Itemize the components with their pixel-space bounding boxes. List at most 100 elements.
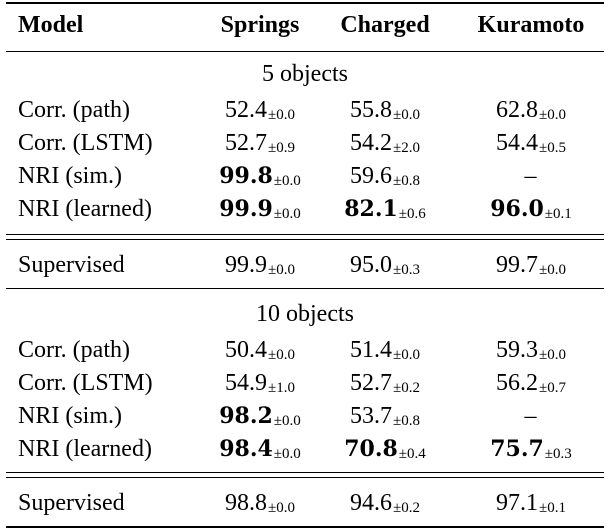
springs-cell-std: ±0.0	[273, 173, 301, 189]
kuramoto-cell: –	[466, 160, 596, 197]
kuramoto-cell-std: ±0.0	[539, 262, 566, 278]
springs-cell-std: ±0.0	[268, 262, 295, 278]
charged-cell: 59.6±0.8	[330, 160, 440, 197]
kuramoto-cell: 59.3±0.0	[466, 334, 596, 371]
section-title-10-objects: 10 objects	[256, 301, 354, 327]
charged-cell-std: ±0.8	[393, 173, 420, 189]
charged-cell-value: 51.4	[350, 337, 392, 363]
charged-cell-value: 55.8	[350, 97, 392, 123]
charged-cell-std: ±0.2	[393, 380, 420, 396]
springs-cell-value: 99.9	[225, 252, 267, 278]
springs-cell: 99.8±0.0	[205, 160, 315, 197]
kuramoto-cell-std: ±0.0	[539, 107, 566, 123]
kuramoto-cell: 56.2±0.7	[466, 367, 596, 404]
springs-cell-value: 98.8	[225, 490, 267, 516]
springs-cell: 99.9±0.0	[205, 193, 315, 230]
charged-cell-value: 52.7	[350, 370, 392, 396]
springs-cell-value: 50.4	[225, 337, 267, 363]
model-name: Corr. (LSTM)	[18, 130, 153, 156]
springs-cell: 99.9±0.0	[205, 249, 315, 286]
model-name: NRI (sim.)	[18, 163, 122, 189]
springs-cell-std: ±0.0	[268, 107, 295, 123]
charged-cell-value: 95.0	[350, 252, 392, 278]
charged-cell: 55.8±0.0	[330, 94, 440, 131]
springs-cell-value: 98.4	[219, 436, 273, 462]
header-kuramoto: Kuramoto	[477, 12, 585, 38]
charged-cell-value: 82.1	[344, 196, 398, 222]
header-charged: Charged	[340, 12, 430, 38]
charged-cell-value: 59.6	[350, 163, 392, 189]
charged-cell: 94.6±0.2	[330, 487, 440, 524]
springs-cell-std: ±0.0	[268, 347, 295, 363]
kuramoto-cell: –	[466, 400, 596, 437]
charged-cell: 95.0±0.3	[330, 249, 440, 286]
kuramoto-cell: 54.4±0.5	[466, 127, 596, 164]
springs-cell-std: ±1.0	[268, 380, 295, 396]
kuramoto-cell-value: 96.0	[490, 196, 544, 222]
charged-cell-std: ±0.3	[393, 262, 420, 278]
kuramoto-cell-value: 99.7	[496, 252, 538, 278]
kuramoto-cell: 97.1±0.1	[466, 487, 596, 524]
table-top-rule	[6, 2, 604, 4]
section-10-double-rule-b	[6, 477, 604, 478]
kuramoto-cell-std: ±0.5	[539, 140, 566, 156]
table-row: Corr. (path) 50.4±0.0 51.4±0.0 59.3±0.0	[0, 334, 610, 366]
table-row-supervised: Supervised 99.9±0.0 95.0±0.3 99.7±0.0	[0, 249, 610, 281]
table-row-supervised: Supervised 98.8±0.0 94.6±0.2 97.1±0.1	[0, 487, 610, 519]
kuramoto-cell-value: –	[524, 163, 537, 189]
kuramoto-cell-value: –	[524, 403, 537, 429]
kuramoto-cell-value: 62.8	[496, 97, 538, 123]
section-5-bottom-rule	[6, 288, 604, 289]
charged-cell-value: 94.6	[350, 490, 392, 516]
springs-cell-std: ±0.0	[273, 206, 301, 222]
charged-cell-std: ±0.4	[398, 446, 426, 462]
section-5-double-rule-a	[6, 234, 604, 235]
header-model: Model	[18, 12, 84, 38]
model-name: Corr. (path)	[18, 97, 130, 123]
springs-cell: 98.8±0.0	[205, 487, 315, 524]
table-row: NRI (learned) 98.4±0.0 70.8±0.4 75.7±0.3	[0, 433, 610, 465]
kuramoto-cell-std: ±0.1	[544, 206, 572, 222]
model-name: Corr. (path)	[18, 337, 130, 363]
charged-cell: 82.1±0.6	[330, 193, 440, 230]
kuramoto-cell-value: 54.4	[496, 130, 538, 156]
charged-cell-std: ±0.2	[393, 500, 420, 516]
header-springs: Springs	[220, 12, 300, 38]
table-row: NRI (learned) 99.9±0.0 82.1±0.6 96.0±0.1	[0, 193, 610, 225]
table-row: NRI (sim.) 99.8±0.0 59.6±0.8 –	[0, 160, 610, 192]
springs-cell-std: ±0.0	[273, 413, 301, 429]
charged-cell-value: 70.8	[344, 436, 398, 462]
kuramoto-cell-value: 59.3	[496, 337, 538, 363]
springs-cell-value: 54.9	[225, 370, 267, 396]
model-name: Supervised	[18, 490, 125, 516]
kuramoto-cell-value: 56.2	[496, 370, 538, 396]
kuramoto-cell-value: 97.1	[496, 490, 538, 516]
charged-cell-std: ±2.0	[393, 140, 420, 156]
kuramoto-cell-std: ±0.3	[544, 446, 572, 462]
model-name: NRI (sim.)	[18, 403, 122, 429]
springs-cell-value: 52.4	[225, 97, 267, 123]
springs-cell: 52.7±0.9	[205, 127, 315, 164]
kuramoto-cell: 75.7±0.3	[466, 433, 596, 470]
charged-cell-std: ±0.0	[393, 107, 420, 123]
springs-cell-std: ±0.0	[273, 446, 301, 462]
charged-cell-value: 53.7	[350, 403, 392, 429]
table-row: Corr. (LSTM) 52.7±0.9 54.2±2.0 54.4±0.5	[0, 127, 610, 159]
kuramoto-cell: 96.0±0.1	[466, 193, 596, 230]
springs-cell: 50.4±0.0	[205, 334, 315, 371]
charged-cell-std: ±0.6	[398, 206, 426, 222]
model-name: NRI (learned)	[18, 196, 152, 222]
springs-cell-value: 52.7	[225, 130, 267, 156]
table-header-row: Model Springs Charged Kuramoto	[0, 9, 610, 41]
section-10-double-rule-a	[6, 472, 604, 473]
table-row: Corr. (LSTM) 54.9±1.0 52.7±0.2 56.2±0.7	[0, 367, 610, 399]
charged-cell-value: 54.2	[350, 130, 392, 156]
charged-cell-std: ±0.0	[393, 347, 420, 363]
model-name: NRI (learned)	[18, 436, 152, 462]
kuramoto-cell: 62.8±0.0	[466, 94, 596, 131]
header-rule	[6, 51, 604, 52]
table-row: Corr. (path) 52.4±0.0 55.8±0.0 62.8±0.0	[0, 94, 610, 126]
model-name: Supervised	[18, 252, 125, 278]
charged-cell: 53.7±0.8	[330, 400, 440, 437]
